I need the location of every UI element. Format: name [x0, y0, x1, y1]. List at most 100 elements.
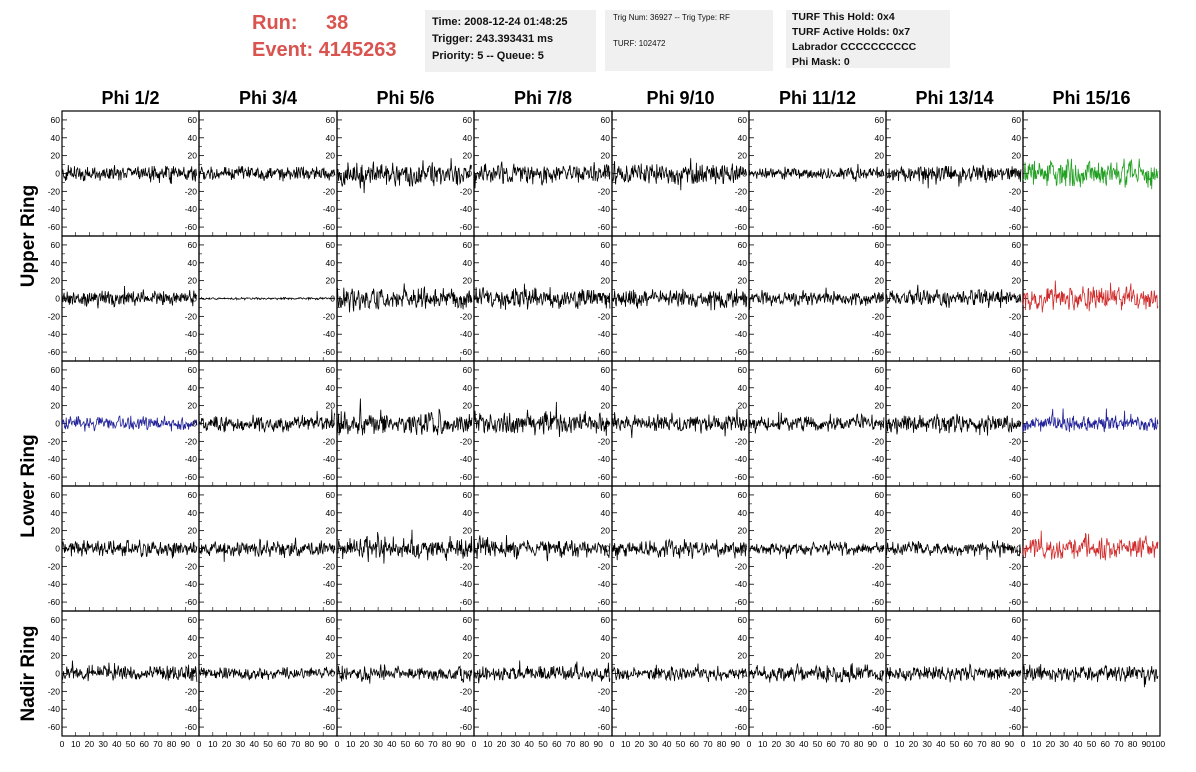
y-tick-label: 20	[1012, 526, 1022, 536]
y-tick-label: -40	[735, 454, 748, 464]
y-tick-label: 40	[463, 133, 473, 143]
y-tick-label: -40	[48, 329, 61, 339]
x-tick-label: 0	[610, 739, 615, 749]
waveform-trace	[612, 288, 748, 311]
y-tick-label: -60	[48, 472, 61, 482]
x-tick-label: 50	[263, 739, 273, 749]
y-tick-label: 40	[326, 633, 336, 643]
x-tick-label: 20	[1046, 739, 1056, 749]
y-tick-label: 60	[738, 115, 748, 125]
y-tick-label: -60	[735, 347, 748, 357]
y-tick-label: -60	[1009, 472, 1022, 482]
y-tick-label: -60	[1009, 597, 1022, 607]
y-tick-label: -40	[323, 704, 336, 714]
y-tick-label: -40	[1009, 579, 1022, 589]
y-tick-label: 0	[192, 169, 197, 179]
waveform-trace	[1022, 158, 1159, 190]
x-tick-label: 60	[963, 739, 973, 749]
y-tick-label: 60	[1012, 115, 1022, 125]
waveform-trace	[748, 163, 885, 182]
x-tick-label: 70	[153, 739, 163, 749]
y-tick-label: -60	[872, 472, 885, 482]
x-tick-label: 80	[991, 739, 1001, 749]
y-tick-label: -40	[598, 579, 611, 589]
column-title: Phi 11/12	[779, 88, 856, 108]
y-tick-label: 20	[875, 151, 885, 161]
y-tick-label: 0	[742, 169, 747, 179]
y-tick-label: -60	[598, 222, 611, 232]
y-tick-label: 60	[51, 615, 61, 625]
x-tick-label: 30	[236, 739, 246, 749]
x-tick-label: 80	[305, 739, 315, 749]
y-tick-label: 60	[601, 615, 611, 625]
y-tick-label: 20	[188, 276, 198, 286]
y-tick-label: 40	[326, 383, 336, 393]
y-tick-label: -60	[323, 472, 336, 482]
y-tick-label: 20	[463, 276, 473, 286]
waveform-trace	[61, 539, 198, 559]
x-tick-label: 60	[1100, 739, 1110, 749]
waveform-trace	[336, 529, 473, 564]
y-tick-label: 60	[326, 365, 336, 375]
x-tick-label: 0	[60, 739, 65, 749]
y-tick-label: -20	[735, 561, 748, 571]
run-event-box: Run: 38 Event: 4145263	[252, 10, 397, 64]
y-tick-label: -60	[460, 347, 473, 357]
waveform-trace	[748, 411, 885, 434]
y-tick-label: 40	[463, 383, 473, 393]
turf-this-hold-text: TURF This Hold: 0x4	[792, 11, 895, 23]
y-tick-label: 40	[463, 633, 473, 643]
waveform-trace	[473, 660, 611, 684]
y-tick-label: -40	[48, 204, 61, 214]
waveform-trace	[1022, 530, 1159, 561]
y-tick-label: 0	[1016, 419, 1021, 429]
y-tick-label: 40	[875, 508, 885, 518]
y-tick-label: 60	[875, 365, 885, 375]
y-tick-label: 60	[1012, 490, 1022, 500]
y-tick-label: -20	[323, 686, 336, 696]
y-tick-label: -60	[323, 722, 336, 732]
y-tick-label: 0	[55, 669, 60, 679]
row-title: Nadir Ring	[18, 625, 39, 721]
x-tick-label: 90	[318, 739, 328, 749]
x-tick-label: 30	[648, 739, 658, 749]
x-tick-label: 90	[456, 739, 466, 749]
y-tick-label: 0	[467, 669, 472, 679]
y-tick-label: 20	[601, 151, 611, 161]
y-tick-label: -60	[323, 597, 336, 607]
y-tick-label: 40	[326, 258, 336, 268]
y-tick-label: -40	[460, 454, 473, 464]
labrador-text: Labrador CCCCCCCCCC	[792, 41, 917, 53]
y-tick-label: 0	[192, 544, 197, 554]
y-tick-label: -20	[48, 436, 61, 446]
y-tick-label: -40	[598, 704, 611, 714]
y-tick-label: -40	[1009, 204, 1022, 214]
row-title: Lower Ring	[18, 434, 39, 537]
x-tick-label: 10	[346, 739, 356, 749]
x-tick-label: 60	[552, 739, 562, 749]
x-tick-label: 30	[511, 739, 521, 749]
y-tick-label: 60	[463, 115, 473, 125]
y-tick-label: 40	[601, 508, 611, 518]
y-tick-label: 20	[1012, 151, 1022, 161]
y-tick-label: 20	[51, 276, 61, 286]
y-tick-label: 0	[742, 669, 747, 679]
y-tick-label: 40	[601, 633, 611, 643]
y-tick-label: 0	[330, 419, 335, 429]
x-tick-label: 60	[826, 739, 836, 749]
y-tick-label: 40	[1012, 258, 1022, 268]
y-tick-label: -40	[323, 204, 336, 214]
y-tick-label: 20	[1012, 276, 1022, 286]
y-tick-label: 20	[738, 151, 748, 161]
y-tick-label: -40	[48, 454, 61, 464]
y-tick-label: 60	[875, 240, 885, 250]
y-tick-label: 40	[738, 383, 748, 393]
y-tick-label: 60	[188, 365, 198, 375]
y-tick-label: 40	[738, 258, 748, 268]
waveform-trace	[885, 413, 1022, 436]
x-tick-label: 90	[593, 739, 603, 749]
y-tick-label: 40	[51, 633, 61, 643]
y-tick-label: 0	[192, 294, 197, 304]
y-tick-label: 60	[601, 365, 611, 375]
y-tick-label: 40	[738, 633, 748, 643]
